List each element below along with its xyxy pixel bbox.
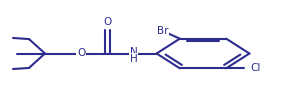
Text: Cl: Cl bbox=[251, 63, 261, 73]
Text: O: O bbox=[77, 48, 85, 59]
Text: H: H bbox=[130, 54, 137, 64]
Text: N: N bbox=[130, 47, 137, 57]
Text: O: O bbox=[103, 17, 111, 27]
Text: Br: Br bbox=[157, 26, 168, 36]
